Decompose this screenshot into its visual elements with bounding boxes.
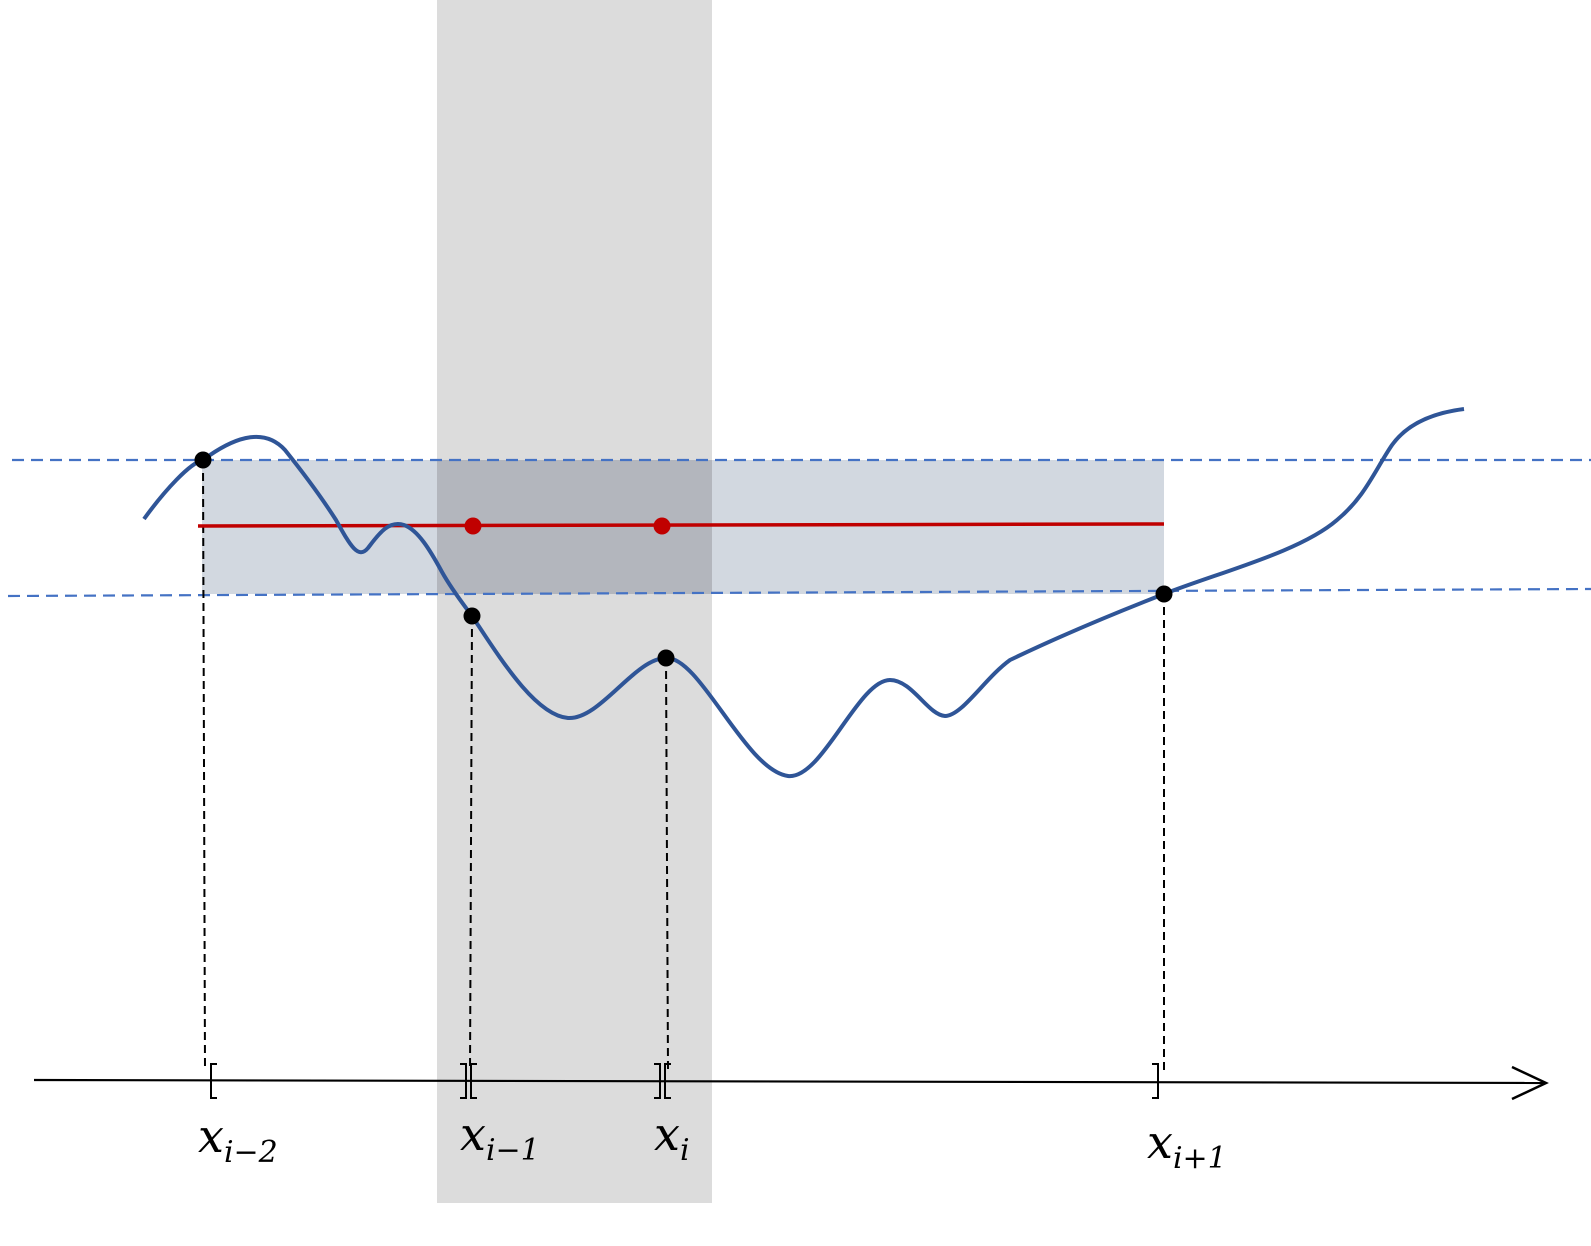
curve-point-x-i-minus-1 <box>463 607 481 625</box>
label-x-i-minus-2: xi−2 <box>198 1109 278 1170</box>
curve-point-x-i-minus-2 <box>194 451 212 469</box>
bracket-open-x-i-minus-1 <box>470 1063 477 1099</box>
x-axis <box>33 1078 1545 1085</box>
bracket-open-x-i <box>664 1063 671 1099</box>
level-line <box>197 522 1165 528</box>
lower-threshold-line <box>7 587 1591 598</box>
label-x-i-minus-1: xi−1 <box>460 1107 540 1168</box>
curve-point-x-i-plus-1 <box>1155 585 1173 603</box>
label-base: x <box>460 1107 486 1161</box>
level-point-x-i-minus-1 <box>464 517 482 535</box>
bracket-open-x-i-minus-2 <box>210 1063 217 1099</box>
bracket-close-x-i <box>654 1063 661 1099</box>
projection-line-x-i-minus-2 <box>202 459 206 1071</box>
label-x-i: xi <box>654 1107 690 1168</box>
bracket-close-x-i-minus-1 <box>460 1063 467 1099</box>
label-x-i-plus-1: xi+1 <box>1147 1115 1227 1176</box>
label-subscript: i <box>680 1133 690 1168</box>
label-subscript: i−2 <box>224 1135 278 1170</box>
label-base: x <box>654 1107 680 1161</box>
function-curve <box>142 407 1465 779</box>
label-subscript: i+1 <box>1173 1141 1227 1176</box>
shaded-column <box>437 0 712 1203</box>
curve-point-x-i <box>657 649 675 667</box>
label-subscript: i−1 <box>486 1133 540 1168</box>
projection-line-x-i <box>665 657 669 1071</box>
interval-brackets <box>210 1063 1159 1099</box>
label-base: x <box>198 1109 224 1163</box>
projection-line-x-i-minus-1 <box>469 615 473 1071</box>
level-point-x-i <box>653 517 671 535</box>
label-base: x <box>1147 1115 1173 1169</box>
axis-arrowhead <box>1511 1065 1549 1101</box>
bracket-close-x-i-plus-1 <box>1152 1063 1159 1099</box>
